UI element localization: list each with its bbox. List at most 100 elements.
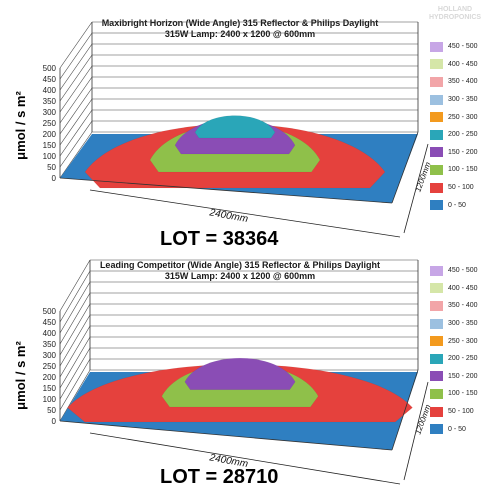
- legend-item: 200 - 250: [430, 350, 478, 368]
- legend-item: 300 - 350: [430, 91, 478, 109]
- legend-item: 400 - 450: [430, 280, 478, 298]
- y-tick-label: 150: [43, 384, 57, 393]
- z-dimension-line: [403, 381, 429, 481]
- legend-label: 100 - 150: [448, 390, 478, 398]
- legend-swatch: [430, 388, 443, 399]
- gridline-side: [59, 259, 91, 312]
- y-tick-label: 400: [43, 329, 57, 338]
- legend-label: 300 - 350: [448, 96, 478, 104]
- legend-item: 100 - 150: [430, 385, 478, 403]
- legend-label: 0 - 50: [448, 201, 466, 209]
- legend-label: 350 - 400: [448, 78, 478, 86]
- y-tick-label: 350: [43, 97, 57, 106]
- y-tick-label: 450: [43, 75, 57, 84]
- watermark-logo: HOLLAND HYDROPONICS: [428, 6, 482, 21]
- gridline-side: [59, 32, 93, 80]
- surface-band-200-250: [194, 115, 276, 139]
- y-tick-label: 200: [43, 130, 57, 139]
- gridline-side: [59, 303, 91, 356]
- surface-band-150-200: [184, 358, 296, 391]
- surface-plot-2: 0501001502002503003504004505002400mm1200…: [43, 259, 433, 485]
- gridline-side: [59, 87, 93, 135]
- chart-panel-1: HOLLAND HYDROPONICS Maxibright Horizon (…: [13, 6, 482, 250]
- y-tick-label: 50: [47, 406, 56, 415]
- gridline-side: [59, 292, 91, 345]
- legend-swatch: [430, 353, 443, 364]
- y-tick-label: 400: [43, 86, 57, 95]
- y-tick-label: 300: [43, 351, 57, 360]
- legend-swatch: [430, 147, 443, 158]
- legend-swatch: [430, 406, 443, 417]
- legend-swatch: [430, 200, 443, 211]
- legend-swatch: [430, 41, 443, 52]
- chart-title: Maxibright Horizon (Wide Angle) 315 Refl…: [101, 18, 379, 39]
- gridline-side: [59, 120, 93, 168]
- legend-item: 350 - 400: [430, 297, 478, 315]
- chart-panel-2: Leading Competitor (Wide Angle) 315 Refl…: [0, 250, 500, 500]
- y-tick-label: 150: [43, 141, 57, 150]
- gridline-side: [59, 54, 93, 102]
- legend-label: 200 - 250: [448, 355, 478, 363]
- legend-label: 450 - 500: [448, 267, 478, 275]
- gridline-side: [59, 358, 91, 411]
- legend-item: 450 - 500: [430, 38, 478, 56]
- y-tick-label: 250: [43, 119, 57, 128]
- floor-front-edge: [59, 420, 393, 451]
- chart-title: Leading Competitor (Wide Angle) 315 Refl…: [99, 260, 381, 281]
- gridline-side: [59, 98, 93, 146]
- legend-label: 350 - 400: [448, 302, 478, 310]
- y-tick-label: 0: [52, 174, 57, 183]
- gridline-side: [59, 336, 91, 389]
- y-tick-label: 350: [43, 340, 57, 349]
- legend-swatch: [430, 129, 443, 140]
- legend-label: 50 - 100: [448, 184, 474, 192]
- lot-value: LOT = 38364: [160, 228, 279, 250]
- legend-item: 100 - 150: [430, 161, 478, 179]
- y-tick-label: 200: [43, 373, 57, 382]
- legend-swatch: [430, 318, 443, 329]
- legend-item: 150 - 200: [430, 368, 478, 386]
- legend-swatch: [430, 283, 443, 294]
- legend-swatch: [430, 94, 443, 105]
- legend-swatch: [430, 59, 443, 70]
- x-dimension-line: [89, 432, 401, 485]
- legend-swatch: [430, 300, 443, 311]
- y-tick-label: 300: [43, 108, 57, 117]
- gridline-side: [59, 281, 91, 334]
- legend-label: 150 - 200: [448, 372, 478, 380]
- legend-label: 250 - 300: [448, 113, 478, 121]
- gridline-side: [59, 325, 91, 378]
- legend-item: 0 - 50: [430, 196, 478, 214]
- lot-value: LOT = 28710: [160, 466, 279, 488]
- floor-front-edge: [59, 177, 393, 204]
- legend-item: 450 - 500: [430, 262, 478, 280]
- legend-swatch: [430, 112, 443, 123]
- legend-swatch: [430, 265, 443, 276]
- legend-label: 300 - 350: [448, 320, 478, 328]
- legend-label: 50 - 100: [448, 408, 474, 416]
- legend-label: 450 - 500: [448, 43, 478, 51]
- gridline-side: [59, 131, 93, 179]
- y-tick-label: 450: [43, 318, 57, 327]
- legend-item: 350 - 400: [430, 73, 478, 91]
- legend-label: 250 - 300: [448, 337, 478, 345]
- y-tick-label: 100: [43, 152, 57, 161]
- gridline-side: [59, 65, 93, 113]
- z-dimension-line: [403, 143, 429, 234]
- legend-item: 300 - 350: [430, 315, 478, 333]
- surface-plot-1: 0501001502002503003504004505002400mm1200…: [43, 21, 433, 238]
- legend-item: 200 - 250: [430, 126, 478, 144]
- legend-item: 150 - 200: [430, 144, 478, 162]
- y-tick-label: 500: [43, 307, 57, 316]
- gridline-side: [59, 270, 91, 323]
- legend-item: 50 - 100: [430, 403, 478, 421]
- x-dimension-label: 2400mm: [208, 207, 249, 225]
- gridline-side: [59, 109, 93, 157]
- legend-swatch: [430, 336, 443, 347]
- legend-label: 400 - 450: [448, 284, 478, 292]
- legend-item: 50 - 100: [430, 179, 478, 197]
- legend-label: 150 - 200: [448, 148, 478, 156]
- y-tick-label: 0: [52, 417, 57, 426]
- floor-right-edge: [391, 369, 419, 451]
- legend-item: 250 - 300: [430, 108, 478, 126]
